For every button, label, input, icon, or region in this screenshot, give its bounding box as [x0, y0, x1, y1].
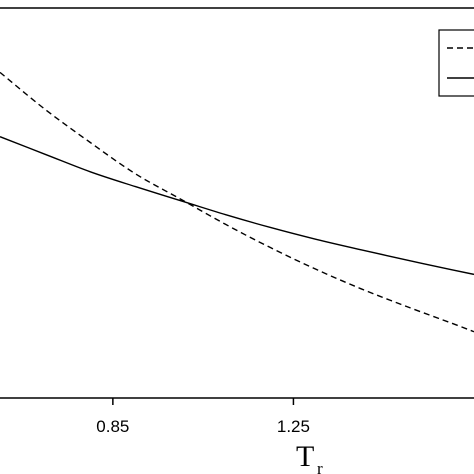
- x-axis-label: T: [296, 440, 314, 473]
- x-tick-label: 1.25: [277, 417, 310, 436]
- x-axis-ticks: 0.85 1.25: [96, 398, 310, 436]
- solid-series-line: [0, 136, 474, 276]
- plot-curves: [0, 71, 474, 333]
- dashed-series-line: [0, 71, 474, 333]
- legend-box: [438, 29, 474, 97]
- legend: [438, 29, 474, 97]
- x-tick-label: 0.85: [96, 417, 129, 436]
- plot-frame: [0, 7, 474, 399]
- x-axis-label-subscript: r: [317, 459, 323, 474]
